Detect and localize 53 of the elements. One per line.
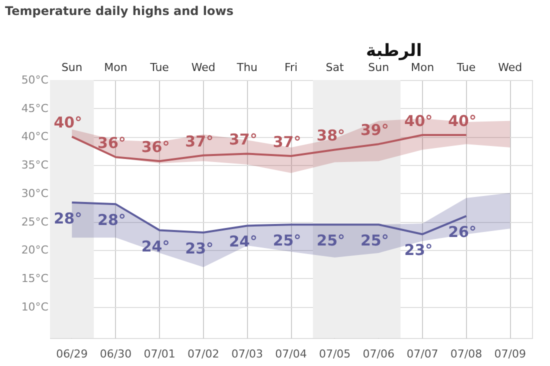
text: Mon: [104, 61, 128, 74]
data-label: 36°: [141, 138, 170, 156]
x-tick-label: 07/01: [144, 348, 176, 360]
data-label: 40°: [448, 112, 476, 130]
text: Wed: [191, 61, 216, 74]
text: Tue: [149, 61, 170, 74]
y-tick-label: 25°C: [21, 215, 49, 228]
x-tick-label: 07/02: [188, 348, 220, 360]
data-label: 37°: [272, 132, 302, 151]
y-tick-label: 45°C: [21, 102, 49, 115]
x-tick-label: 07/05: [318, 348, 351, 360]
y-tick-label: 10°C: [21, 300, 49, 314]
text: Thu: [236, 61, 258, 74]
x-tick-label: 07/07: [406, 348, 438, 360]
x-tick-label: 06/30: [100, 348, 132, 360]
data-label: 37°: [228, 130, 258, 149]
data-label: 39°: [360, 121, 389, 140]
chart-subtitle: الرطبة: [366, 41, 422, 61]
text: Tue: [456, 61, 476, 74]
data-label: 25°: [272, 232, 302, 250]
data-label: 24°: [141, 237, 170, 256]
data-label: 23°: [404, 241, 433, 260]
x-tick-label: 06/29: [56, 348, 88, 360]
text: Sun: [61, 61, 82, 74]
data-label: 40°: [54, 114, 82, 132]
y-tick-label: 50°C: [21, 74, 49, 86]
data-label: 38°: [316, 126, 346, 145]
data-label: 26°: [448, 223, 476, 242]
data-label: 28°: [98, 211, 126, 230]
text: Fri: [284, 61, 298, 74]
text: Wed: [498, 61, 522, 74]
data-label: 37°: [185, 132, 214, 150]
chart-title: Temperature daily highs and lows: [5, 4, 234, 18]
data-label: 25°: [360, 232, 389, 250]
text: Mon: [410, 61, 434, 74]
data-label: 36°: [98, 134, 126, 152]
y-tick-label: 15°C: [21, 272, 49, 285]
data-label: 40°: [404, 112, 433, 130]
data-label: 28°: [54, 209, 82, 228]
y-tick-label: 35°C: [21, 158, 49, 172]
text: Sat: [326, 61, 345, 74]
data-label: 24°: [228, 232, 258, 251]
x-tick-label: 07/09: [494, 348, 526, 360]
x-tick-label: 07/04: [275, 348, 307, 360]
x-tick-label: 07/08: [450, 348, 482, 360]
y-tick-label: 20°C: [21, 244, 49, 257]
text: Sun: [368, 61, 390, 74]
x-tick-label: 07/06: [362, 348, 394, 360]
data-label: 23°: [185, 240, 214, 258]
data-label: 25°: [316, 232, 346, 250]
y-tick-label: 30°C: [21, 186, 49, 200]
x-tick-label: 07/03: [231, 348, 264, 360]
y-tick-label: 40°C: [21, 130, 49, 144]
